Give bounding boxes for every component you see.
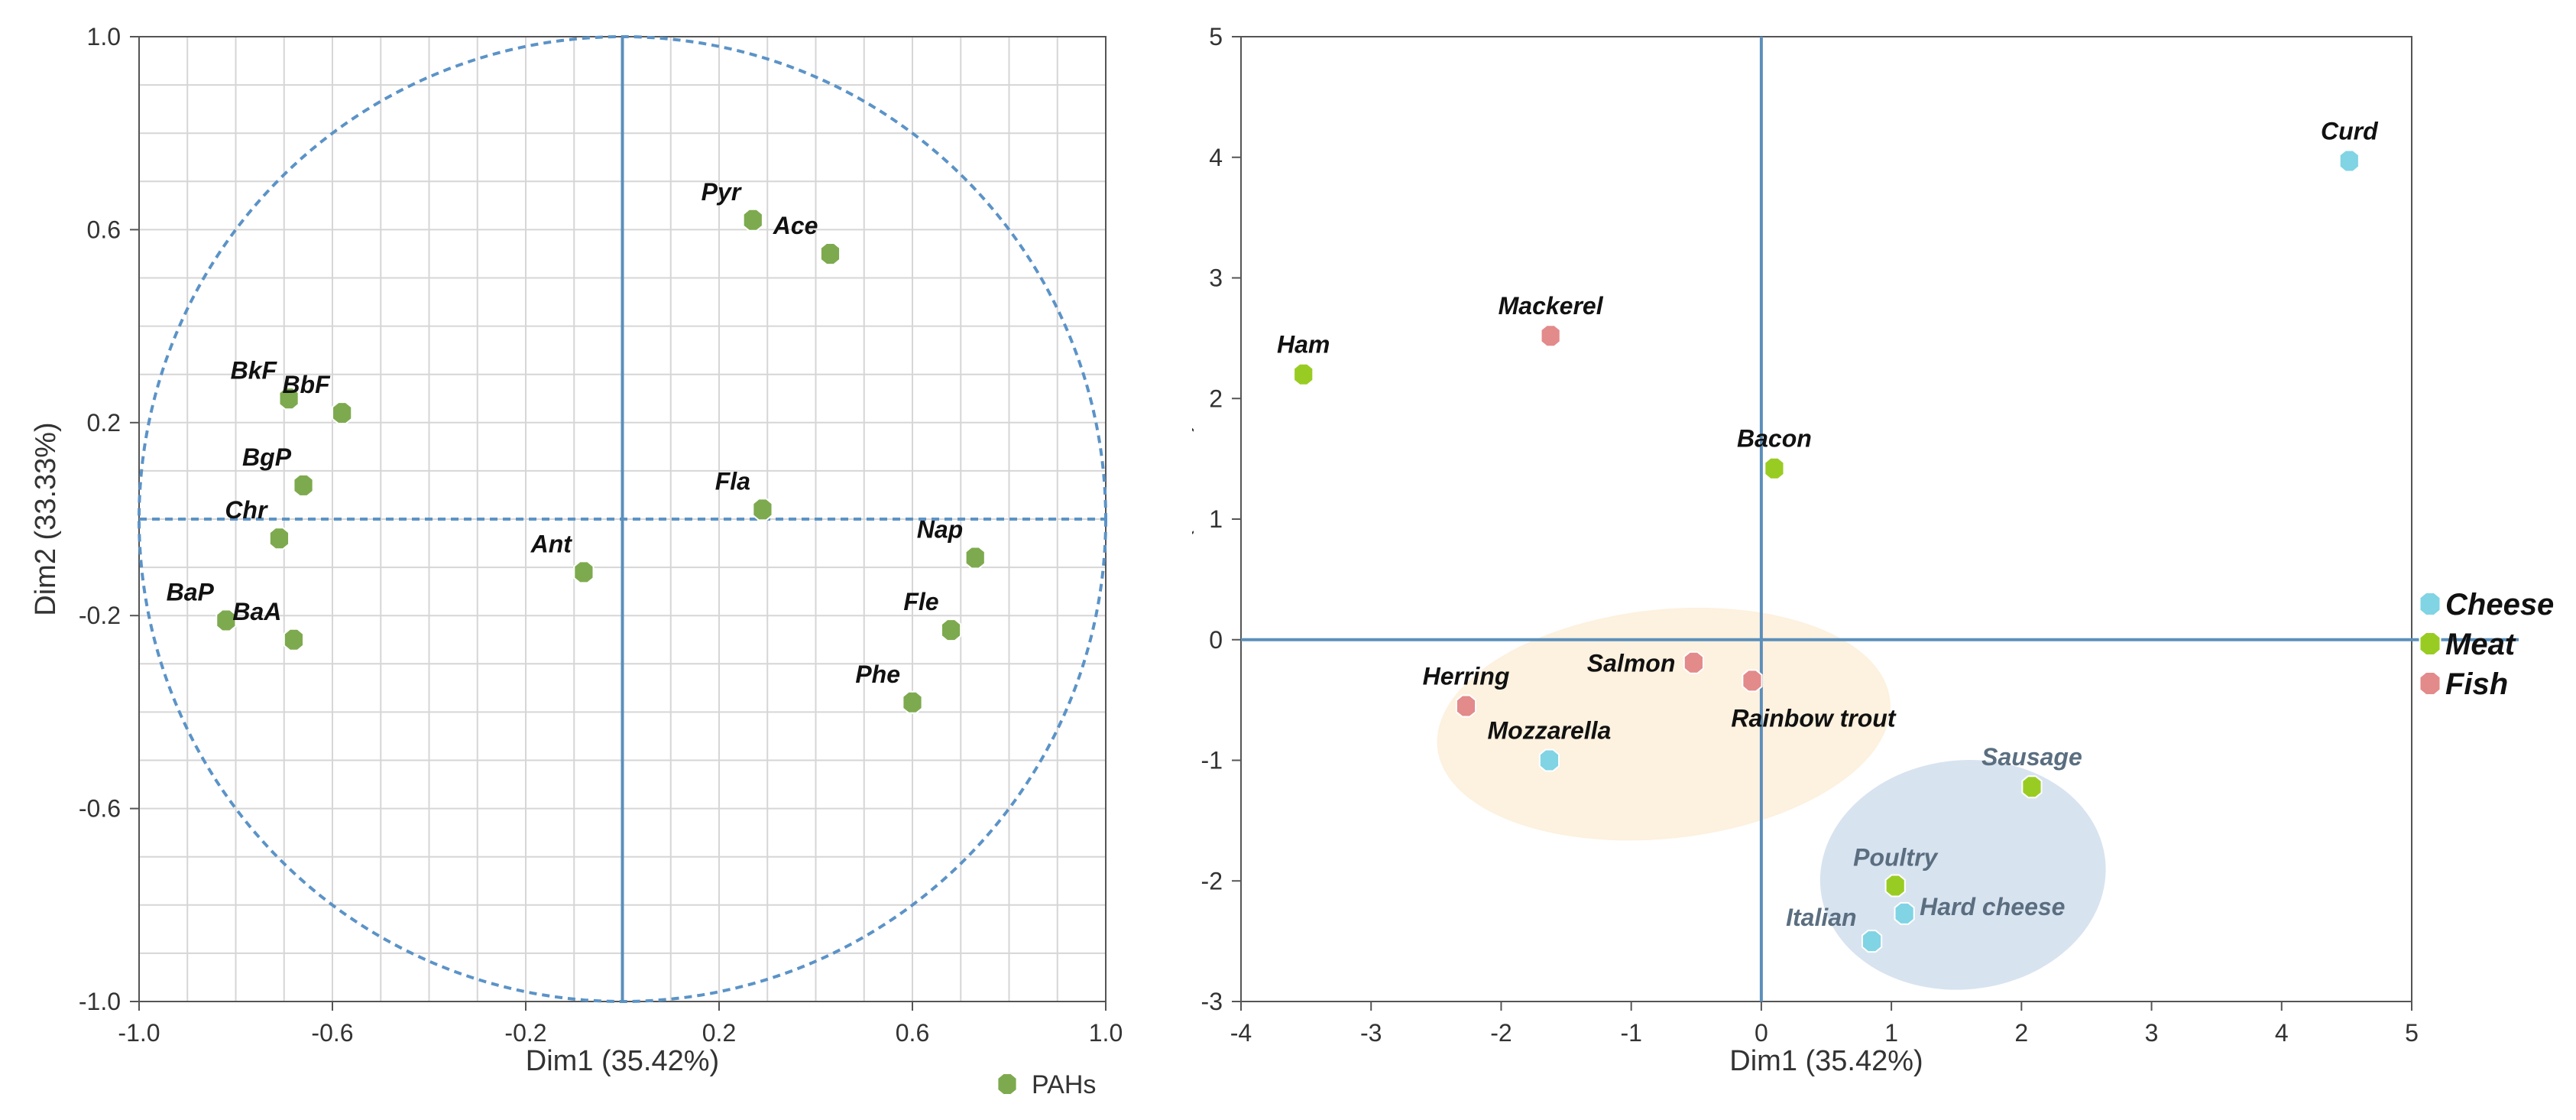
y-tick-label: 0.6 [87, 216, 121, 243]
group-ellipse-fish [1437, 607, 1891, 841]
y-tick-label: 1 [1209, 505, 1223, 533]
point-label: Chr [225, 496, 268, 524]
point-label: BkF [231, 356, 278, 384]
data-point-pyr [742, 208, 763, 232]
point-label: BaP [167, 579, 215, 606]
data-point-fle [941, 618, 962, 642]
x-tick-label: -1.0 [118, 1019, 160, 1047]
data-point-poultry [1884, 874, 1906, 898]
x-tick-label: -1 [1620, 1019, 1641, 1047]
x-tick-label: -4 [1230, 1019, 1252, 1047]
y-tick-label: -3 [1201, 988, 1223, 1015]
point-label: Pyr [702, 178, 742, 206]
food-sample-scores-chart: -4 -3 -2 -1 0 1 2 3 4 5 -3 -2 -1 0 1 2 3 4 5 Dim1 (35.42%) D… [1192, 23, 2554, 1077]
data-point-bgp [293, 473, 314, 497]
data-point-bbf [332, 401, 353, 425]
y-axis-label: Dim2 (33.33%) [30, 422, 62, 615]
data-point-nap [964, 546, 986, 570]
point-label: Hard cheese [1920, 893, 2065, 920]
y-tick-label: -1.0 [79, 988, 121, 1015]
data-point-hard-cheese [1894, 901, 1915, 925]
y-tick-label: 5 [1209, 23, 1223, 50]
data-point-salmon [1683, 651, 1704, 674]
data-point-chr [268, 527, 290, 550]
data-point-phe [902, 690, 923, 714]
legend-marker [996, 1073, 1018, 1096]
x-tick-label: -3 [1360, 1019, 1382, 1047]
point-label: Ace [773, 212, 818, 239]
y-tick-label: -0.6 [79, 795, 121, 823]
point-label: Ant [530, 530, 573, 557]
x-axis-label: Dim1 (35.42%) [1729, 1045, 1923, 1077]
data-point-bap [215, 609, 237, 632]
point-label: Bacon [1737, 425, 1812, 453]
data-point-sausage [2021, 775, 2043, 799]
data-point-bacon [1764, 456, 1785, 480]
legend-label: Fish [2445, 667, 2508, 701]
point-label: Fle [903, 588, 938, 615]
point-label: Sausage [1981, 743, 2082, 771]
data-point-curd [2338, 149, 2360, 173]
data-point-fla [752, 498, 773, 521]
point-label: Ham [1277, 331, 1330, 359]
point-label: Mackerel [1499, 292, 1604, 320]
x-tick-label: -2 [1490, 1019, 1512, 1047]
data-point-ham [1293, 362, 1314, 386]
point-label: BbF [282, 371, 331, 398]
data-point-mozzarella [1538, 748, 1560, 772]
point-label: Rainbow trout [1731, 704, 1896, 732]
pah-correlation-circle-chart: -1.0 -0.6 -0.2 0.2 0.6 1.0 -1.0 -0.6 -0.2 0.2 0.6 1… [30, 23, 1123, 1099]
data-point-baa [283, 628, 304, 651]
x-tick-label: 0 [1755, 1019, 1768, 1047]
data-point-rainbow-trout [1742, 669, 1763, 693]
point-label: Phe [855, 661, 900, 688]
y-tick-label: 4 [1209, 144, 1223, 171]
point-label: Fla [715, 467, 750, 495]
x-tick-label: 0.2 [702, 1019, 736, 1047]
point-label: Curd [2321, 117, 2379, 144]
data-point-ace [819, 242, 841, 265]
point-label: Nap [917, 515, 963, 543]
point-label: Salmon [1587, 650, 1676, 677]
x-tick-label: 0.6 [896, 1019, 929, 1047]
y-tick-label: -1 [1201, 747, 1223, 774]
legend-marker-cheese [2419, 592, 2442, 616]
x-tick-label: 3 [2145, 1019, 2159, 1047]
data-point-ant [573, 560, 595, 584]
data-point-mackerel [1540, 324, 1561, 348]
point-label: Italian [1786, 904, 1856, 931]
legend-marker-fish [2419, 671, 2442, 696]
plot-area [1241, 37, 2412, 1002]
data-point-herring [1455, 694, 1477, 718]
x-tick-label: -0.6 [311, 1019, 353, 1047]
point-label: BgP [242, 443, 292, 471]
x-tick-label: 2 [2014, 1019, 2028, 1047]
y-tick-label: 3 [1209, 265, 1223, 292]
x-tick-label: -0.2 [504, 1019, 546, 1047]
y-tick-label: -0.2 [79, 602, 121, 629]
y-tick-label: 2 [1209, 385, 1223, 412]
y-tick-label: 1.0 [87, 23, 121, 50]
x-tick-label: 5 [2405, 1019, 2419, 1047]
data-point-italian [1861, 930, 1883, 953]
x-tick-label: 1 [1884, 1019, 1898, 1047]
x-tick-label: 1.0 [1089, 1019, 1123, 1047]
point-label: Mozzarella [1488, 717, 1612, 745]
x-axis-label: Dim1 (35.42%) [526, 1045, 719, 1077]
point-label: Herring [1423, 663, 1510, 690]
y-axis-label: Dim2 (33.33%) [1192, 422, 1194, 615]
legend-label: Cheese [2445, 588, 2554, 622]
y-tick-label: -2 [1201, 867, 1223, 894]
legend-marker-meat [2419, 631, 2442, 656]
point-label: Poultry [1853, 844, 1939, 872]
y-tick-label: 0.2 [87, 409, 121, 437]
legend-label: PAHs [1032, 1070, 1096, 1099]
group-ellipse-cheese [1819, 760, 2106, 990]
y-tick-label: 0 [1209, 626, 1223, 654]
data-point-bkf [278, 387, 300, 411]
point-label: BaA [232, 598, 281, 625]
x-tick-label: 4 [2275, 1019, 2289, 1047]
legend-label: Meat [2445, 628, 2516, 661]
